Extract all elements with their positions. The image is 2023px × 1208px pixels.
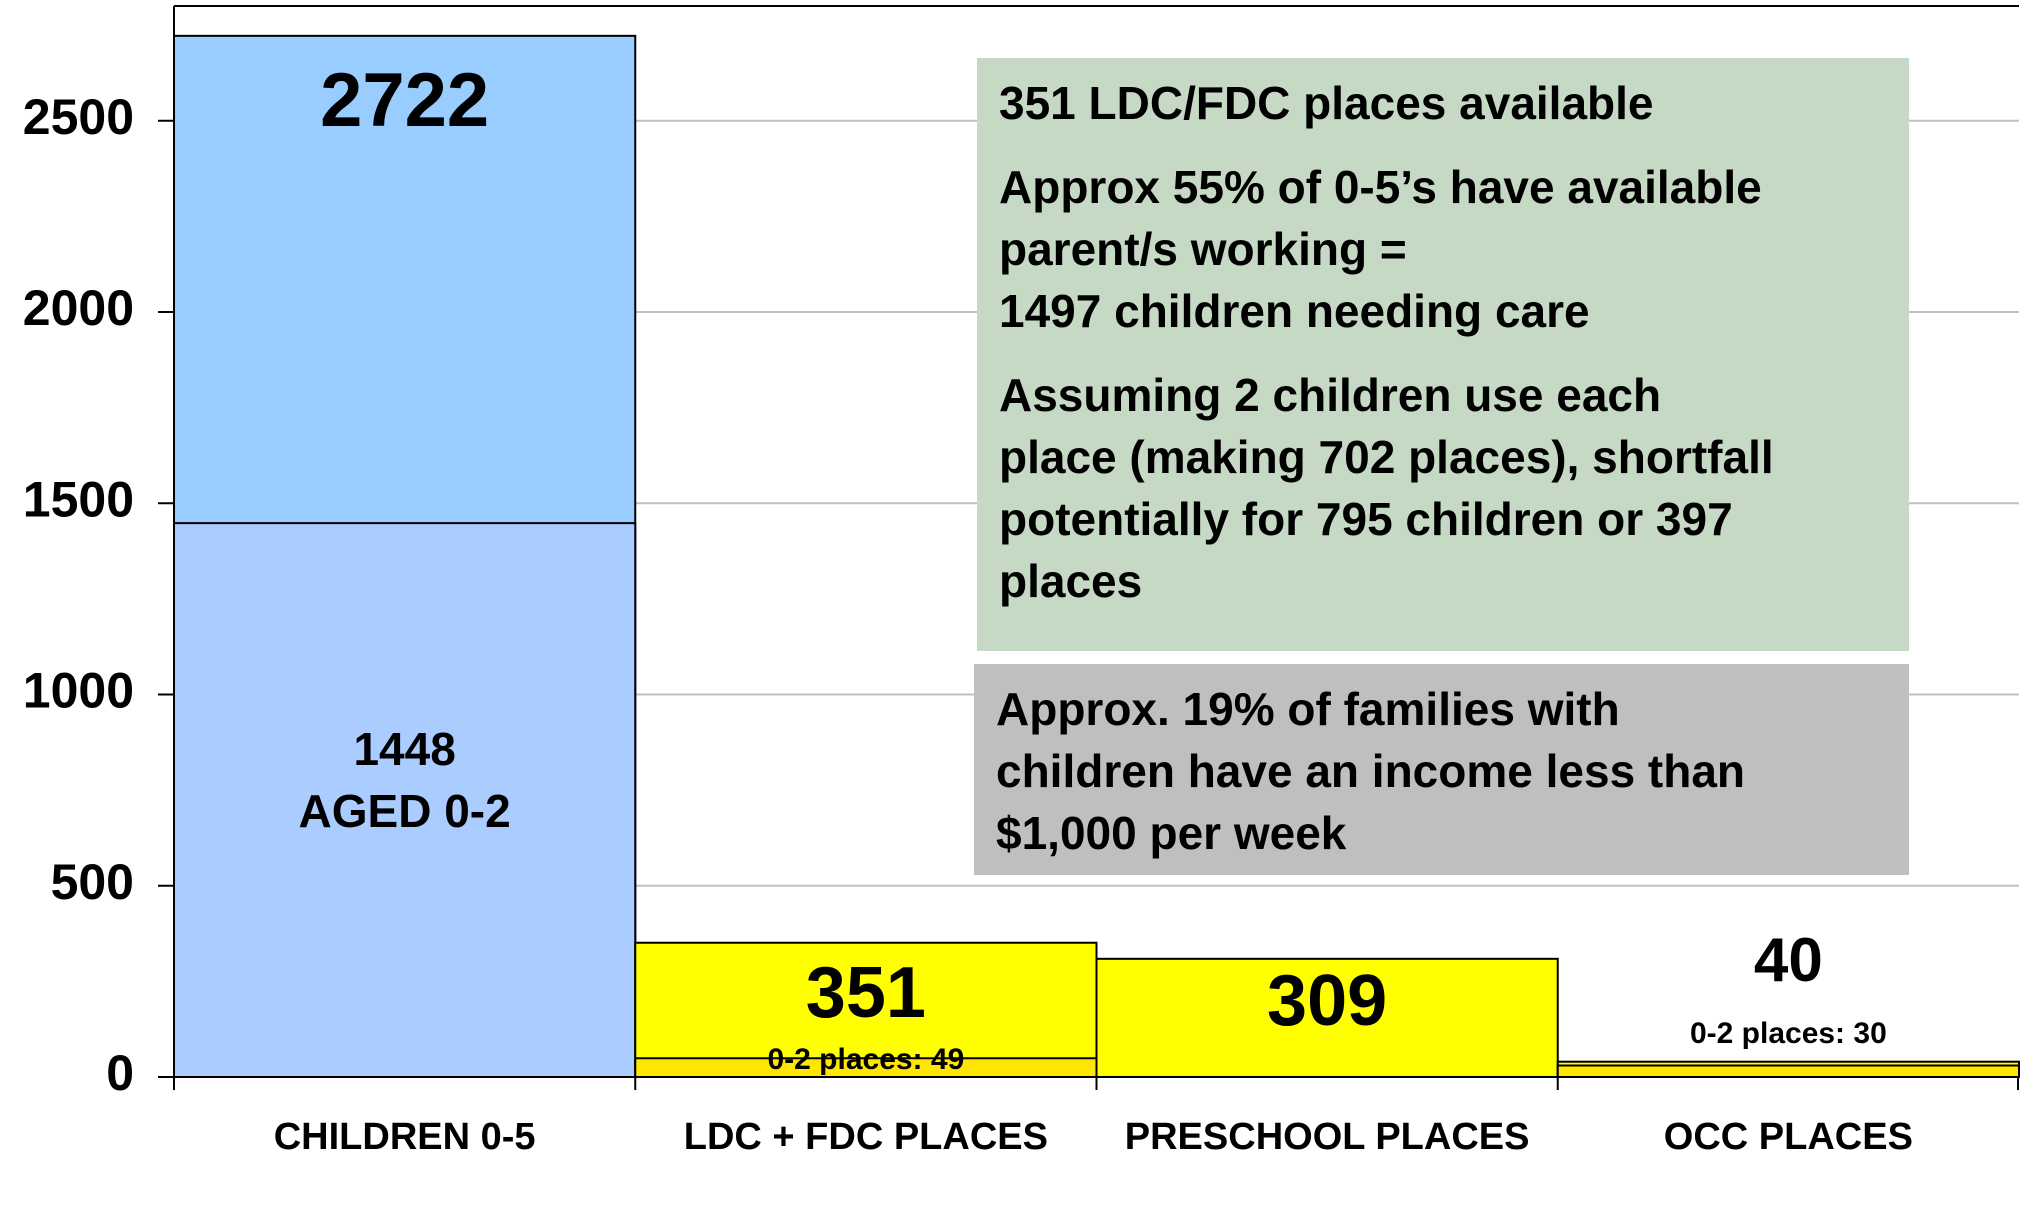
segment-label: 0-2 places: 30 (1689, 1017, 1887, 1050)
y-tick-label: 500 (51, 854, 134, 910)
annotation-text: $1,000 per week (996, 807, 1347, 859)
value-label: 40 (1754, 926, 1823, 995)
annotation-text: children have an income less than (996, 745, 1746, 797)
annotation-text: place (making 702 places), shortfall (999, 431, 1774, 483)
annotation-text: Approx. 19% of families with (996, 683, 1620, 735)
x-tick-label: OCC PLACES (1663, 1116, 1913, 1158)
annotation-text: potentially for 795 children or 397 (999, 493, 1733, 545)
y-tick-label: 2500 (23, 89, 134, 145)
x-tick-label: PRESCHOOL PLACES (1124, 1116, 1530, 1158)
y-tick-label: 1500 (23, 471, 134, 527)
y-tick-label: 1000 (23, 663, 134, 719)
segment-label: 0-2 places: 49 (767, 1043, 965, 1076)
annotation-paragraph: Assuming 2 children use each place (makin… (999, 364, 1887, 612)
annotation-paragraph: Approx. 19% of families with children hav… (996, 678, 1887, 864)
annotation-text: 1497 children needing care (999, 285, 1590, 337)
annotation-paragraph: 351 LDC/FDC places available (999, 72, 1887, 134)
bar-segment (173, 522, 637, 1078)
annotation-text: parent/s working = (999, 223, 1407, 275)
bar-segment (1556, 1064, 2020, 1079)
segment-label: 1448 AGED 0-2 (298, 723, 511, 837)
y-tick-label: 2000 (23, 280, 134, 336)
value-label: 309 (1267, 961, 1387, 1041)
annotation-text: Assuming 2 children use each (999, 369, 1662, 421)
annotation-box: 351 LDC/FDC places available Approx 55% o… (977, 58, 1909, 651)
x-tick-label: CHILDREN 0-5 (273, 1116, 536, 1158)
annotation-paragraph: Approx 55% of 0-5’s have available parent… (999, 156, 1887, 342)
value-label: 351 (806, 953, 926, 1033)
y-tick-label: 0 (106, 1045, 134, 1101)
x-tick-label: LDC + FDC PLACES (683, 1116, 1048, 1158)
value-label: 2722 (320, 58, 489, 143)
bar (1095, 957, 1559, 1078)
annotation-text: places (999, 555, 1143, 607)
annotation-text: Approx 55% of 0-5’s have available (999, 161, 1762, 213)
annotation-box: Approx. 19% of families with children hav… (974, 664, 1909, 875)
annotation-text: 351 LDC/FDC places available (999, 77, 1654, 129)
